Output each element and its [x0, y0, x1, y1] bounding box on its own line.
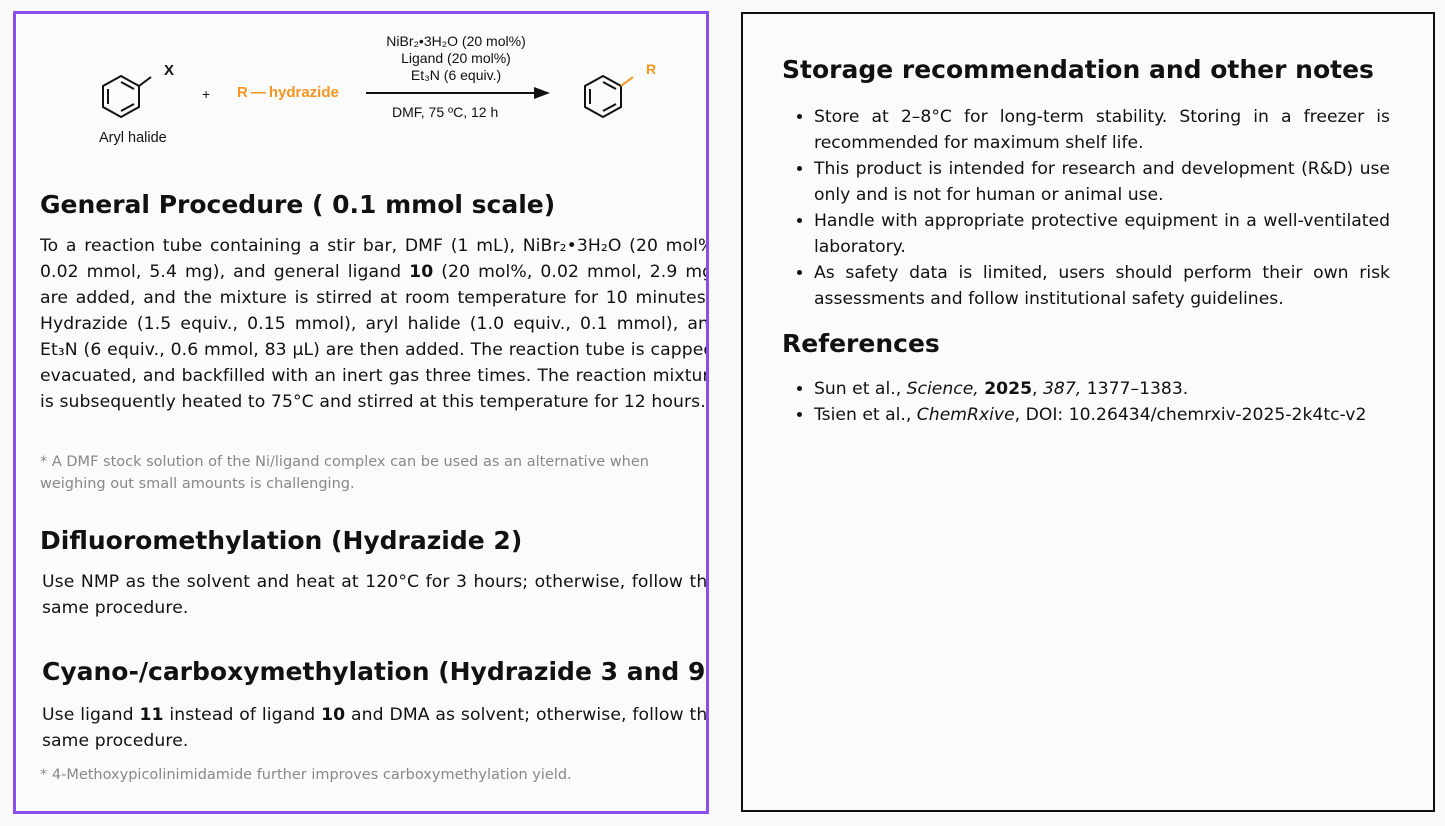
general-procedure-note: * A DMF stock solution of the Ni/ligand …	[40, 454, 649, 492]
hydrazide-reagent: R — hydrazide	[237, 84, 339, 101]
general-procedure-title: General Procedure ( 0.1 mmol scale)	[40, 190, 556, 219]
cyano-text: Use ligand 11 instead of ligand 10 and D…	[42, 705, 709, 751]
difluoromethylation-title: Difluoromethylation (Hydrazide 2)	[40, 526, 523, 555]
storage-item: As safety data is limited, users should …	[814, 260, 1390, 312]
storage-item: Store at 2–8°C for long-term stability. …	[814, 104, 1390, 156]
storage-list: Store at 2–8°C for long-term stability. …	[782, 104, 1390, 312]
cyano-title: Cyano-/carboxymethylation (Hydrazide 3 a…	[42, 657, 709, 686]
condition-base: Et₃N (6 equiv.)	[410, 67, 502, 83]
storage-item: Handle with appropriate protective equip…	[814, 208, 1390, 260]
aryl-halide-structure-icon	[102, 74, 152, 119]
condition-catalyst: NiBr₂•3H₂O (20 mol%)	[386, 33, 526, 49]
product-structure-icon	[584, 74, 634, 119]
reference-item: Sun et al., Science, 2025, 387, 1377–138…	[814, 376, 1390, 402]
general-procedure-text: To a reaction tube containing a stir bar…	[40, 236, 709, 412]
cyano-note: * 4-Methoxypicolinimidamide further impr…	[40, 767, 572, 783]
x-label: X	[164, 62, 175, 79]
plus-sign: +	[202, 86, 211, 102]
reaction-conditions: NiBr₂•3H₂O (20 mol%) Ligand (20 mol%) Et…	[356, 33, 556, 84]
storage-item: This product is intended for research an…	[814, 156, 1390, 208]
references-title: References	[782, 329, 940, 358]
condition-ligand: Ligand (20 mol%)	[401, 50, 511, 66]
notes-panel: Storage recommendation and other notes S…	[741, 12, 1435, 812]
procedure-panel: X Aryl halide + R — hydrazide NiBr₂•3H₂O…	[13, 11, 709, 814]
reaction-arrow-icon	[366, 87, 550, 99]
reference-item: Tsien et al., ChemRxive, DOI: 10.26434/c…	[814, 402, 1390, 428]
condition-solvent-temp: DMF, 75 ºC, 12 h	[392, 104, 499, 120]
product-r-label: R	[646, 61, 657, 77]
aryl-halide-label: Aryl halide	[99, 130, 167, 146]
storage-title: Storage recommendation and other notes	[782, 55, 1374, 84]
reaction-scheme: X Aryl halide + R — hydrazide NiBr₂•3H₂O…	[16, 14, 706, 164]
difluoromethylation-text: Use NMP as the solvent and heat at 120°C…	[42, 572, 709, 618]
references-list: Sun et al., Science, 2025, 387, 1377–138…	[782, 376, 1390, 428]
